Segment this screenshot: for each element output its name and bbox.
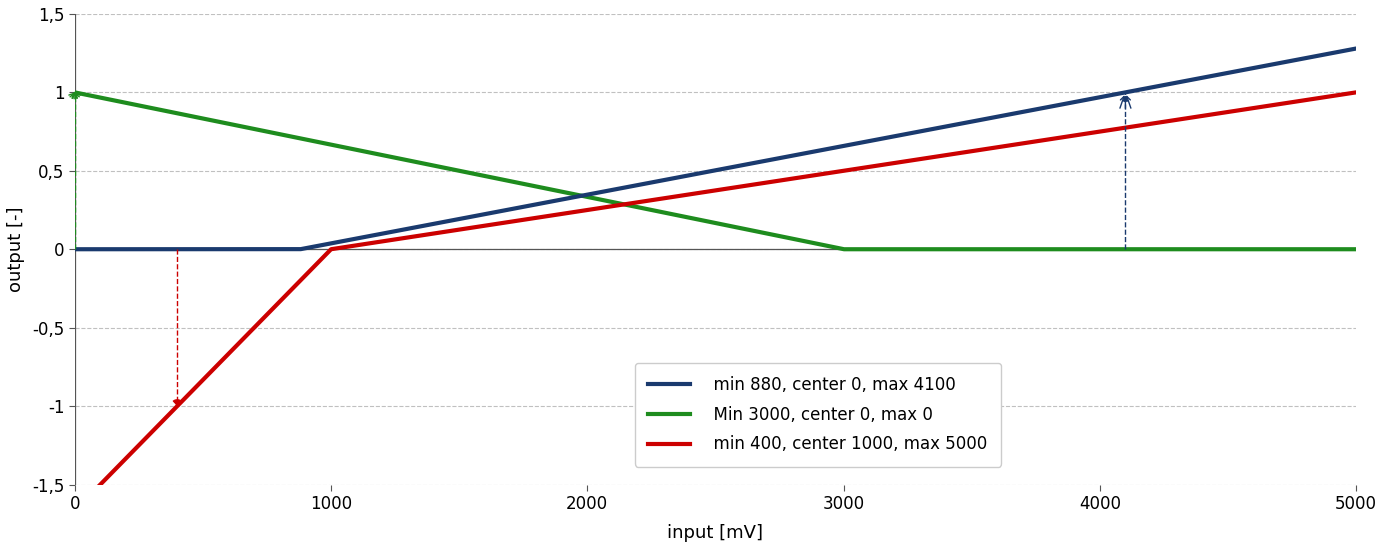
Y-axis label: output [-]: output [-] <box>7 206 25 292</box>
Legend:   min 880, center 0, max 4100,   Min 3000, center 0, max 0,   min 400, center 10: min 880, center 0, max 4100, Min 3000, c… <box>635 363 1001 467</box>
X-axis label: input [mV]: input [mV] <box>667 524 764 542</box>
